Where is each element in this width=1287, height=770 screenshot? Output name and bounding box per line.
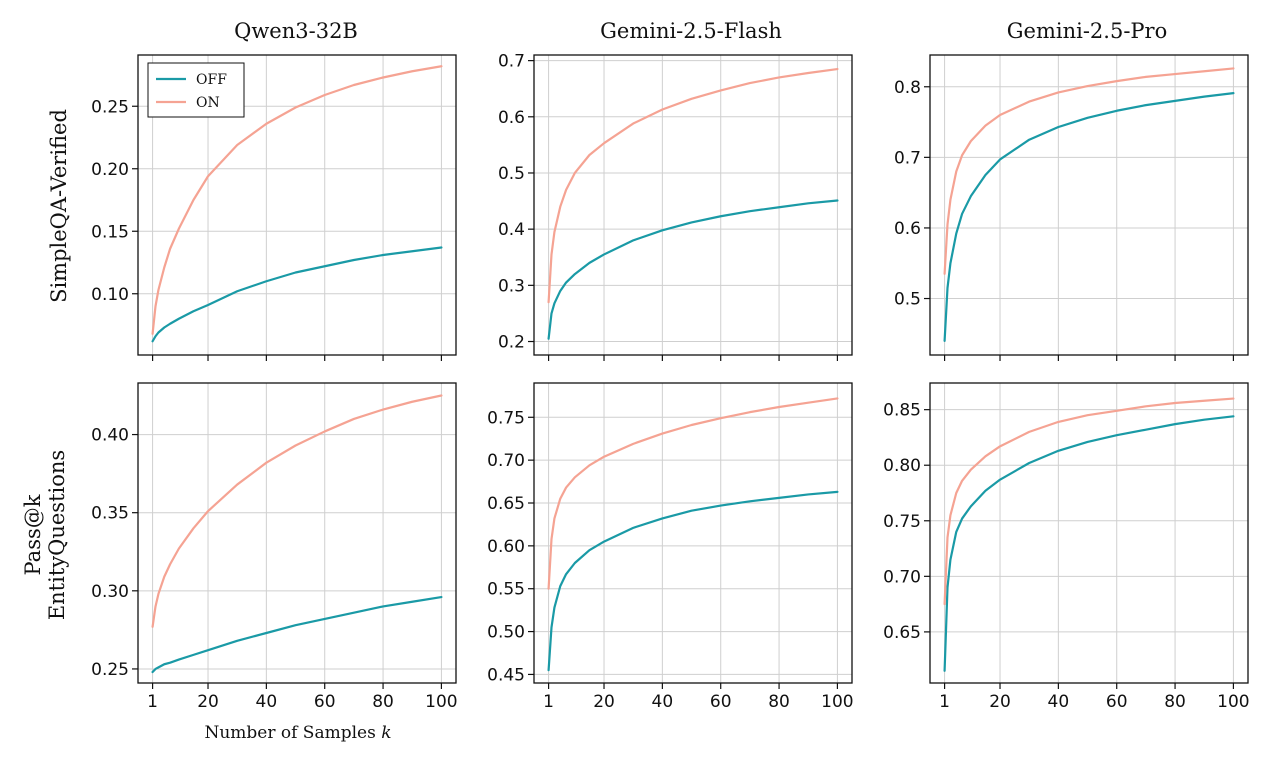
- x-axis-label: Number of Samples k: [204, 723, 391, 743]
- panel-r1-c0-series-on: [151, 394, 443, 628]
- legend: OFF ON: [147, 62, 245, 118]
- panel-r0-c1-ytick-label-3: 0.5: [498, 164, 525, 184]
- panel-r1-c1-ytick-label-3: 0.60: [487, 537, 525, 557]
- panel-r1-c1-xtick-label-100: 100: [821, 692, 853, 712]
- panel-r0-c2-ytick-label-1: 0.6: [894, 219, 921, 239]
- panel-r0-c0-series-on: [151, 65, 443, 335]
- panel-r1-c2-xtick-label-40: 40: [1048, 692, 1070, 712]
- panel-r0-c2-series-off: [943, 92, 1235, 342]
- panel-r1-c0-series-off: [151, 595, 443, 674]
- legend-box: [147, 62, 245, 118]
- panel-r1-c2-ytick-label-4: 0.85: [883, 401, 921, 421]
- panel-r1-c2-ytick-label-3: 0.80: [883, 456, 921, 476]
- panel-r1-c1-frame: [533, 382, 853, 684]
- panel-r1-c1-xtick-label-40: 40: [652, 692, 674, 712]
- panel-r1-c2-ytick-label-2: 0.75: [883, 512, 921, 532]
- panel-r1-c0-xtick-label-40: 40: [256, 692, 278, 712]
- panel-r0-c2-series-on: [943, 67, 1235, 275]
- panel-r1-c1: 1 20 40 60 80 100 0.45 0.50 0.55 0.60 0.65 0.70 0.75: [487, 382, 854, 712]
- panel-r0-c2-frame: [929, 54, 1249, 356]
- column-title-qwen3-32b: Qwen3-32B: [234, 19, 358, 43]
- panel-r1-c0-ytick-label-0: 0.25: [91, 660, 129, 680]
- panel-r1-c0-ytick-label-2: 0.35: [91, 504, 129, 524]
- panel-r0-c1-ytick-label-1: 0.3: [498, 276, 525, 296]
- row-label-simpleqa-verified: SimpleQA-Verified: [47, 109, 71, 303]
- panel-r0-c0-ytick-label-3: 0.25: [91, 97, 129, 117]
- panel-r1-c2-series-off: [943, 415, 1235, 672]
- panel-r1-c1-ytick-label-1: 0.50: [487, 623, 525, 643]
- panel-r1-c2: 1 20 40 60 80 100 0.65 0.70 0.75 0.80 0.85: [883, 382, 1250, 712]
- panel-r1-c1-ytick-label-6: 0.75: [487, 408, 525, 428]
- panel-r1-c2-ytick-label-0: 0.65: [883, 623, 921, 643]
- panel-r1-c2-ytick-label-1: 0.70: [883, 567, 921, 587]
- panel-r1-c1-series-on: [547, 397, 839, 590]
- panel-r1-c2-xtick-label-100: 100: [1217, 692, 1249, 712]
- panel-r1-c0-frame: [137, 382, 457, 684]
- column-title-gemini-2-5-pro: Gemini-2.5-Pro: [1007, 19, 1167, 43]
- panel-r0-c0-ytick-label-1: 0.15: [91, 222, 129, 242]
- panel-r0-c2: 0.5 0.6 0.7 0.8: [894, 54, 1249, 361]
- panel-r0-c1-ytick-label-0: 0.2: [498, 333, 525, 353]
- panel-r1-c1-xtick-label-1: 1: [543, 692, 554, 712]
- panel-r0-c0-ytick-label-2: 0.20: [91, 160, 129, 180]
- panel-r1-c2-xtick-label-60: 60: [1106, 692, 1128, 712]
- x-axis-label-var: k: [381, 723, 391, 743]
- panel-r1-c0-xtick-label-100: 100: [425, 692, 457, 712]
- panel-r0-c1-ytick-label-4: 0.6: [498, 108, 525, 128]
- panel-r1-c0-xtick-label-1: 1: [147, 692, 158, 712]
- legend-label-on: ON: [196, 95, 220, 111]
- row-label-pass-at-k: Pass@k: [21, 494, 45, 575]
- panel-r0-c2-ytick-label-3: 0.8: [894, 78, 921, 98]
- panel-r1-c0-xtick-label-60: 60: [314, 692, 336, 712]
- panel-r0-c1-series-on: [547, 67, 839, 304]
- panel-r0-c1: 0.2 0.3 0.4 0.5 0.6 0.7: [498, 52, 853, 361]
- panel-r0-c1-frame: [533, 54, 853, 356]
- row-label-entityquestions: EntityQuestions: [45, 450, 69, 620]
- panel-r1-c1-ytick-label-5: 0.70: [487, 451, 525, 471]
- panel-r1-c0-xtick-label-80: 80: [372, 692, 394, 712]
- panel-r1-c0: 1 20 40 60 80 100 0.25 0.30 0.35 0.40: [91, 382, 458, 712]
- panel-r0-c2-ytick-label-2: 0.7: [894, 148, 921, 168]
- panel-r1-c2-frame: [929, 382, 1249, 684]
- panel-r1-c2-xtick-label-1: 1: [939, 692, 950, 712]
- panel-r0-c2-ytick-label-0: 0.5: [894, 290, 921, 310]
- panel-r0-c1-ytick-label-5: 0.7: [498, 52, 525, 72]
- panel-r1-c1-ytick-label-4: 0.65: [487, 494, 525, 514]
- panel-r1-c0-xtick-label-20: 20: [197, 692, 219, 712]
- panel-r1-c1-ytick-label-2: 0.55: [487, 580, 525, 600]
- panel-r1-c1-series-off: [547, 490, 839, 672]
- x-axis-label-text: Number of Samples: [204, 723, 375, 743]
- panel-r1-c2-xtick-label-80: 80: [1164, 692, 1186, 712]
- panel-r0-c1-ytick-label-2: 0.4: [498, 220, 525, 240]
- legend-label-off: OFF: [196, 72, 227, 88]
- column-title-gemini-2-5-flash: Gemini-2.5-Flash: [600, 19, 782, 43]
- panel-r1-c0-ytick-label-1: 0.30: [91, 582, 129, 602]
- panel-r1-c0-ytick-label-3: 0.40: [91, 426, 129, 446]
- panel-r0-c0-ytick-label-0: 0.10: [91, 285, 129, 305]
- panel-r1-c1-xtick-label-60: 60: [710, 692, 732, 712]
- panel-r0-c0-series-off: [151, 246, 443, 343]
- panel-r1-c1-xtick-label-80: 80: [768, 692, 790, 712]
- panel-r1-c1-xtick-label-20: 20: [593, 692, 615, 712]
- panel-r1-c1-ytick-label-0: 0.45: [487, 665, 525, 685]
- panel-r0-c0: 0.10 0.15 0.20 0.25 OFF ON: [91, 54, 457, 361]
- panel-r0-c0-frame: [137, 54, 457, 356]
- panel-r1-c2-xtick-label-20: 20: [989, 692, 1011, 712]
- panel-r1-c2-series-on: [943, 397, 1235, 606]
- panel-r0-c1-series-off: [547, 199, 839, 340]
